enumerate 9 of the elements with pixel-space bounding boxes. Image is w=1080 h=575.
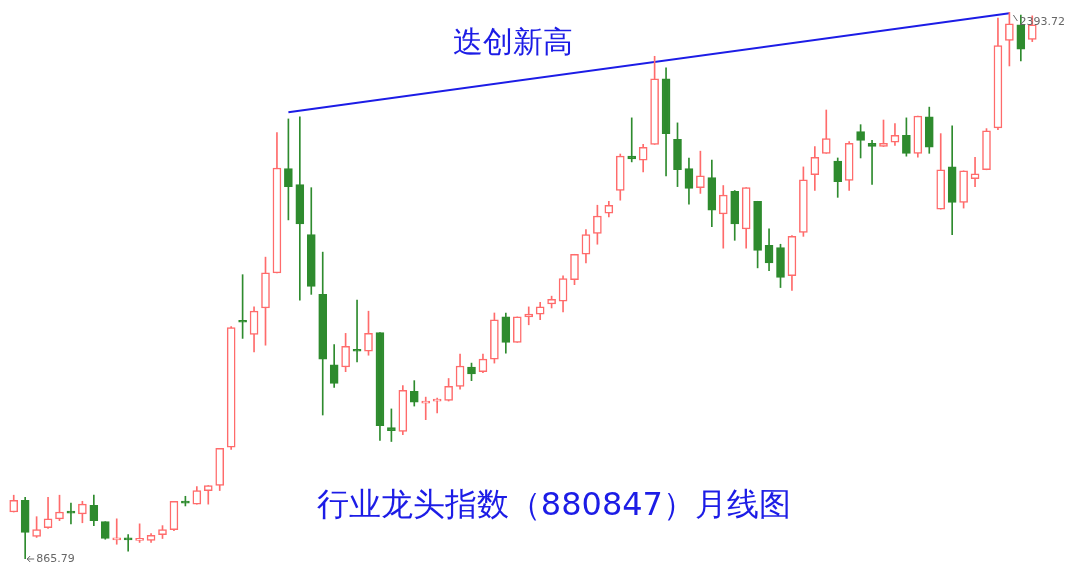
- text: 行业龙头指数（880847）月线图: [316, 485, 791, 524]
- candlestick: [867, 140, 877, 185]
- annotation: 865.79: [36, 551, 75, 565]
- candlestick: [627, 117, 637, 163]
- annotation: 迭创新高: [452, 23, 573, 59]
- candlestick: [295, 116, 305, 301]
- candlestick: [352, 299, 362, 363]
- candlestick: [524, 306, 534, 326]
- candlestick: [970, 156, 980, 187]
